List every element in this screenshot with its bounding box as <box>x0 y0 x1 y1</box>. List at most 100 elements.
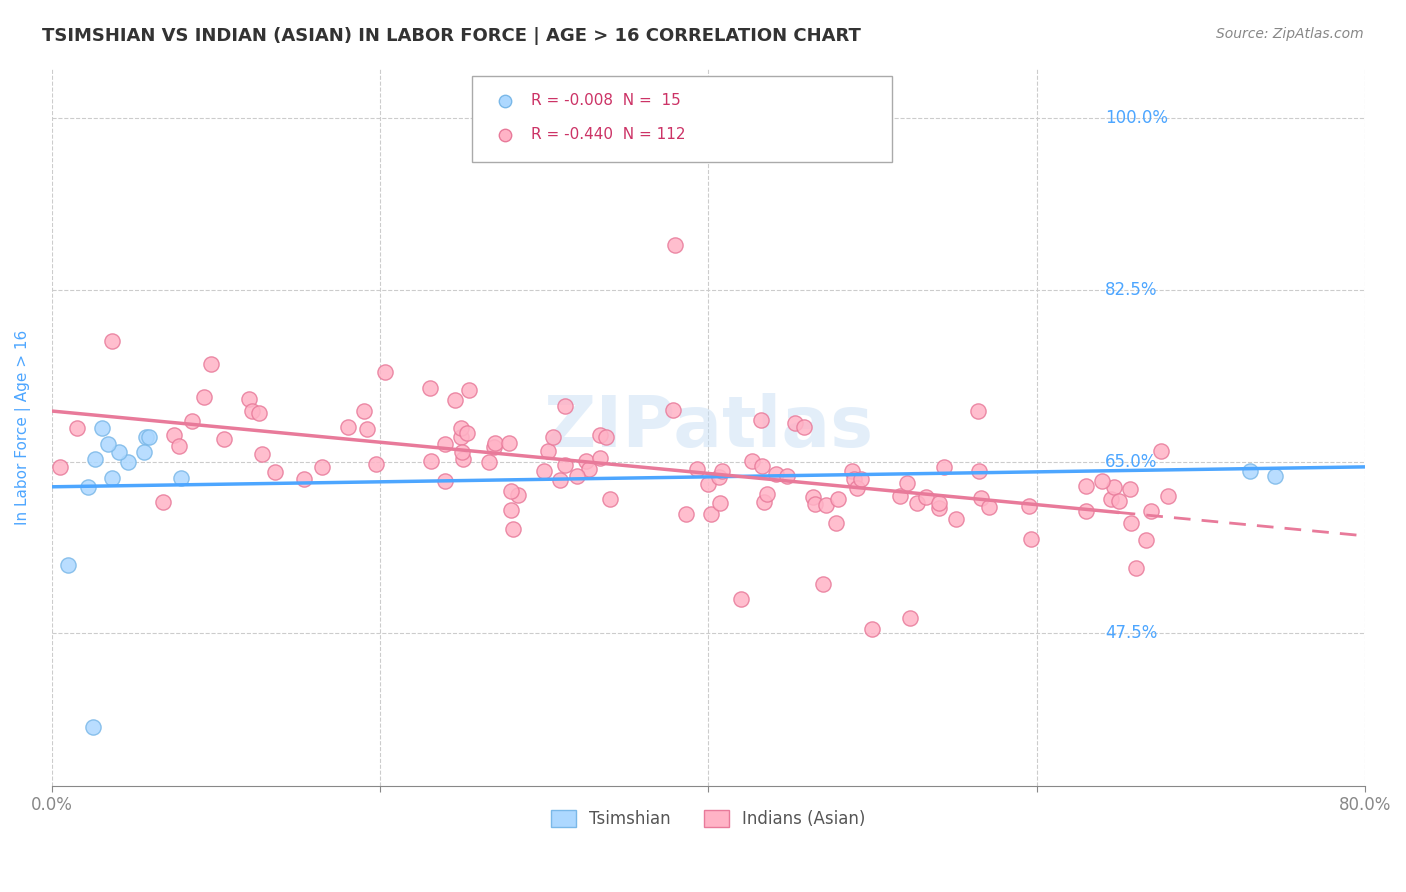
Point <box>696 476 718 491</box>
Point <box>589 450 612 465</box>
Point <box>451 444 474 458</box>
Point <box>928 496 950 510</box>
Point <box>152 495 174 509</box>
Point <box>238 392 260 406</box>
Point <box>336 420 359 434</box>
Point <box>814 498 837 512</box>
Point <box>1135 533 1157 547</box>
Point <box>710 464 733 478</box>
Point <box>91 421 114 435</box>
Text: R = -0.008  N =  15: R = -0.008 N = 15 <box>531 94 681 108</box>
Point <box>1150 444 1173 458</box>
Point <box>607 154 630 169</box>
Text: ZIPatlas: ZIPatlas <box>543 392 873 462</box>
Point <box>451 451 474 466</box>
Point <box>294 472 316 486</box>
Point <box>499 503 522 517</box>
Point <box>249 406 271 420</box>
Point <box>457 383 479 397</box>
Point <box>776 469 799 483</box>
Point <box>134 445 156 459</box>
Y-axis label: In Labor Force | Age > 16: In Labor Force | Age > 16 <box>15 329 31 524</box>
Point <box>501 483 523 498</box>
Point <box>554 458 576 473</box>
Point <box>374 365 396 379</box>
Point <box>827 491 849 506</box>
Point <box>77 480 100 494</box>
Point <box>49 460 72 475</box>
Point <box>135 430 157 444</box>
Point <box>709 496 731 510</box>
Point <box>117 455 139 469</box>
Point <box>851 472 873 486</box>
Point <box>536 444 558 458</box>
Point <box>599 492 621 507</box>
Point <box>163 427 186 442</box>
Point <box>578 462 600 476</box>
Point <box>709 470 731 484</box>
Point <box>1264 469 1286 483</box>
Point <box>108 445 131 459</box>
Point <box>1099 491 1122 506</box>
Point <box>1102 480 1125 494</box>
Point <box>456 425 478 440</box>
Point <box>138 430 160 444</box>
Point <box>502 522 524 536</box>
Point <box>661 402 683 417</box>
Point <box>896 476 918 491</box>
Point <box>845 481 868 495</box>
Point <box>905 496 928 510</box>
Point <box>58 558 80 572</box>
Point <box>66 421 89 435</box>
Point <box>482 441 505 455</box>
Point <box>1018 499 1040 513</box>
Point <box>1019 532 1042 546</box>
Point <box>752 495 775 509</box>
Text: 100.0%: 100.0% <box>1105 109 1168 127</box>
Point <box>353 404 375 418</box>
Point <box>240 404 263 418</box>
Point <box>898 611 921 625</box>
Point <box>1074 504 1097 518</box>
Point <box>730 592 752 607</box>
Point <box>842 472 865 486</box>
Point <box>433 474 456 488</box>
Point <box>498 436 520 450</box>
Text: TSIMSHIAN VS INDIAN (ASIAN) IN LABOR FORCE | AGE > 16 CORRELATION CHART: TSIMSHIAN VS INDIAN (ASIAN) IN LABOR FOR… <box>42 27 860 45</box>
Point <box>664 238 686 252</box>
Point <box>1119 516 1142 530</box>
Point <box>686 461 709 475</box>
Point <box>170 471 193 485</box>
Point <box>811 577 834 591</box>
Legend: Tsimshian, Indians (Asian): Tsimshian, Indians (Asian) <box>544 804 873 835</box>
Point <box>250 447 273 461</box>
Point <box>450 430 472 444</box>
Point <box>1157 489 1180 503</box>
Point <box>607 201 630 215</box>
Point <box>575 454 598 468</box>
Point <box>311 460 333 475</box>
Text: 65.0%: 65.0% <box>1105 452 1157 471</box>
Text: 47.5%: 47.5% <box>1105 624 1157 642</box>
FancyBboxPatch shape <box>472 76 893 161</box>
Point <box>548 473 571 487</box>
Point <box>1125 561 1147 575</box>
Point <box>82 720 104 734</box>
Point <box>969 491 991 506</box>
Point <box>751 458 773 473</box>
Point <box>97 437 120 451</box>
Point <box>200 357 222 371</box>
Point <box>484 436 506 450</box>
Point <box>700 508 723 522</box>
Point <box>434 436 457 450</box>
Point <box>1119 482 1142 496</box>
Text: 82.5%: 82.5% <box>1105 281 1157 299</box>
Point <box>264 465 287 479</box>
Point <box>478 455 501 469</box>
Point <box>356 422 378 436</box>
Point <box>841 464 863 478</box>
Point <box>565 469 588 483</box>
Point <box>84 451 107 466</box>
Text: Source: ZipAtlas.com: Source: ZipAtlas.com <box>1216 27 1364 41</box>
Point <box>969 464 991 478</box>
